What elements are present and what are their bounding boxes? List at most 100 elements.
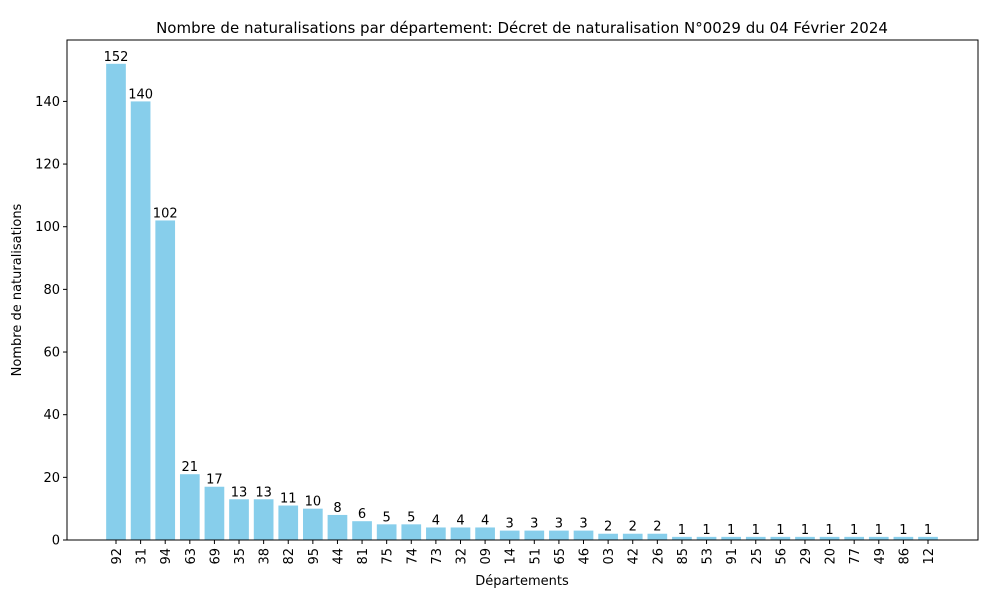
y-tick-label-60: 60 (43, 346, 60, 361)
x-tick-label-65: 65 (553, 548, 568, 565)
data-label-26: 2 (653, 520, 661, 535)
data-label-25: 1 (752, 523, 760, 538)
x-tick-label-85: 85 (676, 548, 691, 565)
bar-32 (450, 527, 471, 540)
bar-94 (155, 220, 176, 541)
bar-51 (524, 530, 545, 540)
bar-20 (819, 536, 840, 540)
y-axis-label: Nombre de naturalisations (10, 203, 25, 376)
y-tick-label-0: 0 (52, 534, 60, 549)
data-label-85: 1 (678, 523, 686, 538)
data-label-42: 2 (629, 520, 637, 535)
data-label-74: 5 (407, 510, 415, 525)
x-tick-label-09: 09 (479, 548, 494, 565)
bar-65 (549, 530, 569, 540)
data-label-49: 1 (875, 523, 883, 538)
data-label-09: 4 (481, 513, 489, 528)
x-tick-label-35: 35 (233, 548, 248, 565)
x-tick-label-20: 20 (824, 548, 839, 565)
data-label-63: 21 (182, 460, 199, 475)
x-tick-label-81: 81 (356, 548, 371, 565)
x-tick-label-73: 73 (430, 548, 445, 565)
data-label-69: 17 (206, 473, 223, 488)
bar-91 (721, 536, 741, 540)
x-tick-label-14: 14 (504, 548, 519, 565)
bar-56 (770, 536, 791, 540)
x-tick-label-91: 91 (725, 548, 740, 565)
data-label-91: 1 (727, 523, 735, 538)
x-tick-label-95: 95 (307, 548, 322, 565)
x-tick-label-26: 26 (651, 548, 666, 565)
bar-25 (745, 536, 766, 540)
y-tick-label-80: 80 (43, 283, 60, 298)
y-tick-label-20: 20 (43, 471, 60, 486)
x-tick-label-31: 31 (135, 548, 150, 565)
x-tick-label-38: 38 (258, 548, 273, 565)
x-tick-label-77: 77 (848, 548, 863, 565)
y-tick-label-140: 140 (35, 95, 60, 110)
bar-03 (598, 533, 618, 540)
x-tick-label-92: 92 (110, 548, 125, 565)
bar-95 (303, 508, 323, 540)
x-tick-label-03: 03 (602, 548, 617, 565)
x-tick-label-86: 86 (897, 548, 912, 565)
data-label-94: 102 (153, 206, 178, 221)
bar-31 (130, 101, 151, 541)
x-tick-label-25: 25 (750, 548, 765, 565)
bar-42 (622, 533, 643, 540)
data-label-77: 1 (850, 523, 858, 538)
x-tick-label-49: 49 (873, 548, 888, 565)
y-tick-label-120: 120 (35, 158, 60, 173)
x-tick-label-29: 29 (799, 548, 814, 565)
bar-49 (868, 536, 889, 540)
data-label-82: 11 (280, 492, 297, 507)
x-tick-label-74: 74 (405, 548, 420, 565)
data-label-29: 1 (801, 523, 809, 538)
chart-title: Nombre de naturalisations par départemen… (156, 19, 888, 37)
x-tick-label-56: 56 (774, 548, 789, 565)
data-label-86: 1 (899, 523, 907, 538)
x-tick-label-42: 42 (627, 548, 642, 565)
bar-82 (278, 505, 299, 540)
x-tick-label-69: 69 (208, 548, 223, 565)
bar-77 (844, 536, 865, 540)
bar-38 (253, 499, 274, 540)
bar-92 (106, 63, 126, 541)
bar-74 (401, 524, 422, 540)
bar-69 (204, 486, 225, 540)
data-label-56: 1 (776, 523, 784, 538)
bar-85 (672, 536, 692, 540)
data-label-12: 1 (924, 523, 932, 538)
bar-14 (499, 530, 520, 540)
data-label-65: 3 (555, 517, 563, 532)
data-label-73: 4 (432, 513, 440, 528)
data-label-81: 6 (358, 507, 366, 522)
bar-53 (696, 536, 717, 540)
x-tick-label-53: 53 (701, 548, 716, 565)
bar-86 (893, 536, 914, 540)
data-label-51: 3 (530, 517, 538, 532)
data-label-32: 4 (456, 513, 464, 528)
data-label-95: 10 (305, 495, 322, 510)
data-label-20: 1 (825, 523, 833, 538)
data-label-38: 13 (255, 485, 272, 500)
y-tick-label-100: 100 (35, 220, 60, 235)
bar-44 (327, 514, 348, 540)
data-label-53: 1 (702, 523, 710, 538)
bar-29 (795, 536, 815, 540)
data-label-92: 152 (104, 50, 129, 65)
x-tick-label-94: 94 (159, 548, 174, 565)
x-tick-label-51: 51 (528, 548, 543, 565)
x-tick-label-75: 75 (381, 548, 396, 565)
bar-63 (179, 474, 200, 540)
data-label-46: 3 (579, 517, 587, 532)
data-label-31: 140 (128, 87, 153, 102)
x-tick-label-12: 12 (922, 548, 937, 565)
bar-75 (376, 524, 397, 540)
plot-frame (66, 39, 979, 541)
bar-26 (647, 533, 668, 540)
bar-12 (918, 536, 938, 540)
data-label-44: 8 (333, 501, 341, 516)
data-label-14: 3 (506, 517, 514, 532)
